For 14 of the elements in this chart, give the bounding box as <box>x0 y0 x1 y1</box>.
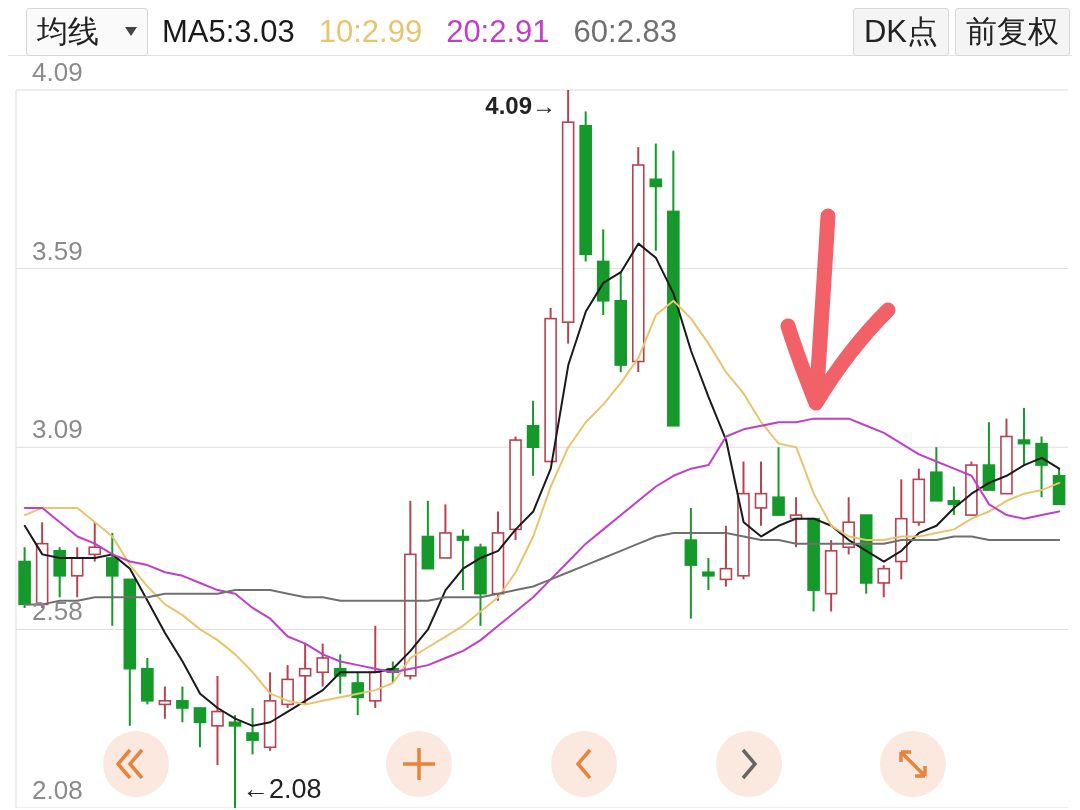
text: MA5:3.03 <box>162 13 295 50</box>
text: 前复权 <box>955 7 1070 56</box>
text: 10:2.99 <box>318 13 423 50</box>
annotation: 4.09→ <box>485 92 556 119</box>
y-tick-label: 2.08 <box>32 775 83 805</box>
y-tick-label: 3.09 <box>32 414 83 445</box>
y-tick-label: 3.59 <box>32 235 83 266</box>
text: DK点 <box>852 7 949 56</box>
y-tick-label: 4.09 <box>32 57 83 87</box>
y-tick-label: 2.58 <box>32 596 83 627</box>
text: 均线 <box>37 12 99 51</box>
annotation: ←2.08 <box>242 774 322 804</box>
text: 20:2.91 <box>446 13 550 50</box>
text: 60:2.83 <box>573 13 678 50</box>
